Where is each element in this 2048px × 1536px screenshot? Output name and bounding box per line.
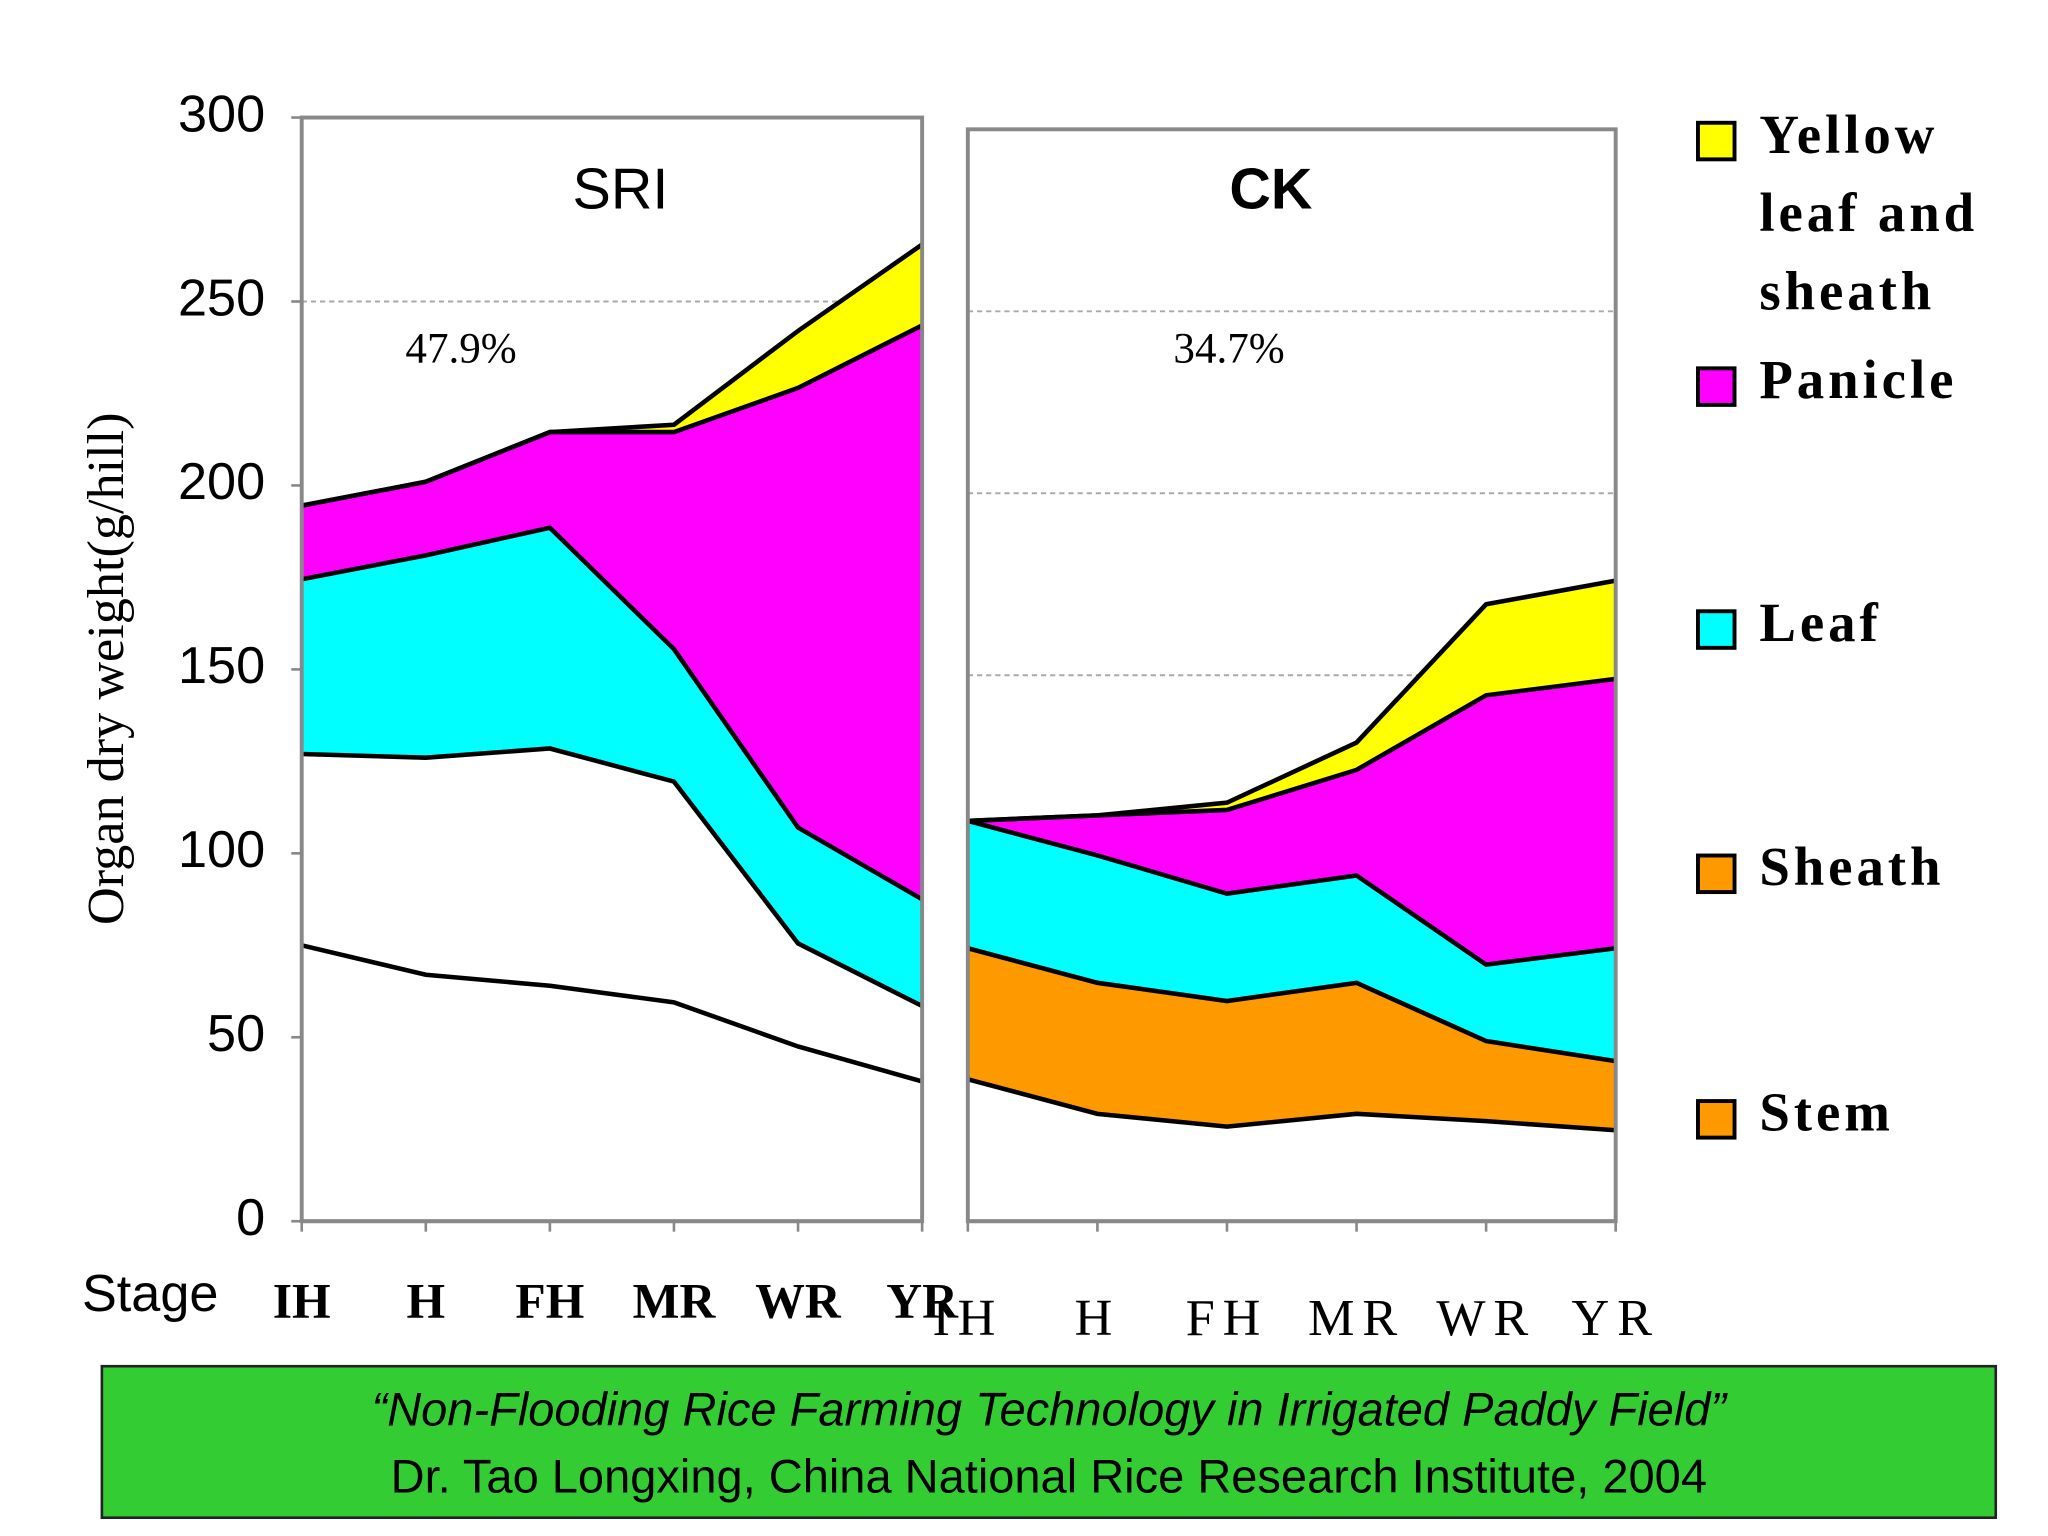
legend-label: Panicle — [1759, 349, 1957, 410]
area-edge — [301, 943, 923, 1084]
area-edge — [301, 525, 924, 902]
area — [967, 948, 1616, 1131]
legend-label: Stem — [1759, 1082, 1893, 1143]
footer-box — [100, 1364, 1998, 1520]
footer-credit: Dr. Tao Longxing, China National Rice Re… — [391, 1449, 1707, 1502]
x-tick-label: WR — [755, 1274, 842, 1329]
area-edge — [967, 578, 1617, 824]
legend-label: Yellow leaf and sheath — [1759, 103, 1978, 321]
x-tick-label: YR — [1572, 1289, 1660, 1347]
legend-swatch — [1696, 1099, 1737, 1140]
x-tick-label: MR — [1308, 1289, 1405, 1347]
annotation: 34.7% — [1173, 326, 1284, 373]
legend-swatch — [1696, 853, 1737, 895]
x-tick-label: FH — [1186, 1289, 1268, 1347]
x-tick-label: IH — [932, 1289, 1003, 1347]
panel-title: SRI — [573, 157, 669, 221]
area-edge — [967, 818, 1616, 968]
x-tick-label: H — [1075, 1289, 1121, 1347]
area — [301, 244, 923, 506]
legend-swatch — [1696, 609, 1737, 650]
annotation: 47.9% — [405, 326, 516, 373]
area — [967, 1079, 1616, 1222]
y-tick-label: 200 — [178, 453, 265, 511]
area — [967, 678, 1616, 965]
area-edge — [301, 746, 924, 1009]
x-axis-label: Stage — [82, 1265, 219, 1323]
x-tick-label: YR — [886, 1274, 959, 1329]
legend-swatch — [1696, 366, 1737, 407]
y-tick-label: 0 — [236, 1189, 265, 1247]
y-tick-label: 50 — [207, 1005, 265, 1063]
panel-title: CK — [1229, 157, 1312, 221]
area — [967, 820, 1616, 1062]
area — [301, 325, 923, 900]
y-tick-label: 250 — [178, 269, 265, 327]
area — [301, 945, 923, 1222]
legend-label: Sheath — [1759, 836, 1944, 897]
legend-swatch — [1696, 120, 1737, 162]
footer-title: “Non-Flooding Rice Farming Technology in… — [372, 1383, 1729, 1436]
y-tick-label: 150 — [178, 637, 265, 695]
area-edge — [967, 946, 1617, 1064]
x-tick-label: WR — [1436, 1289, 1536, 1347]
area-edge — [967, 1077, 1616, 1133]
area — [301, 748, 923, 1082]
area — [301, 527, 923, 1007]
legend-label: Leaf — [1759, 592, 1881, 653]
x-tick-label: IH — [273, 1274, 331, 1329]
area-edge — [301, 242, 924, 508]
x-tick-label: MR — [633, 1274, 717, 1329]
y-tick-label: 300 — [178, 85, 265, 143]
x-tick-label: H — [406, 1274, 445, 1329]
y-axis-label: Organ dry weight(g/hill) — [77, 412, 135, 925]
y-tick-label: 100 — [178, 821, 265, 879]
x-tick-label: FH — [515, 1274, 584, 1329]
